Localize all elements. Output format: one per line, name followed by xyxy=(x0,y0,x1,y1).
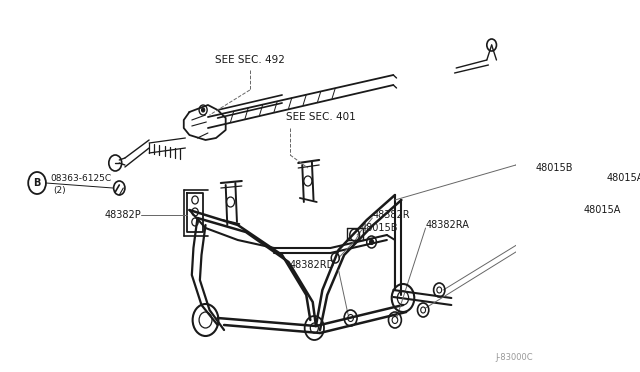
Text: 48015A: 48015A xyxy=(584,205,621,215)
Circle shape xyxy=(369,240,374,244)
Text: J-83000C: J-83000C xyxy=(495,353,533,362)
Circle shape xyxy=(202,108,205,112)
Text: SEE SEC. 401: SEE SEC. 401 xyxy=(286,112,356,122)
Text: 48382RD: 48382RD xyxy=(289,260,335,270)
Text: 48382RA: 48382RA xyxy=(426,220,469,230)
Text: 48382P: 48382P xyxy=(104,210,141,220)
Text: (2): (2) xyxy=(53,186,66,195)
Text: 08363-6125C: 08363-6125C xyxy=(50,173,111,183)
Text: 48015A: 48015A xyxy=(606,173,640,183)
Text: 48015B: 48015B xyxy=(536,163,573,173)
Text: B: B xyxy=(33,178,41,188)
Text: SEE SEC. 492: SEE SEC. 492 xyxy=(215,55,285,65)
Text: 48015B: 48015B xyxy=(360,223,398,233)
Text: 48382R: 48382R xyxy=(372,210,410,220)
